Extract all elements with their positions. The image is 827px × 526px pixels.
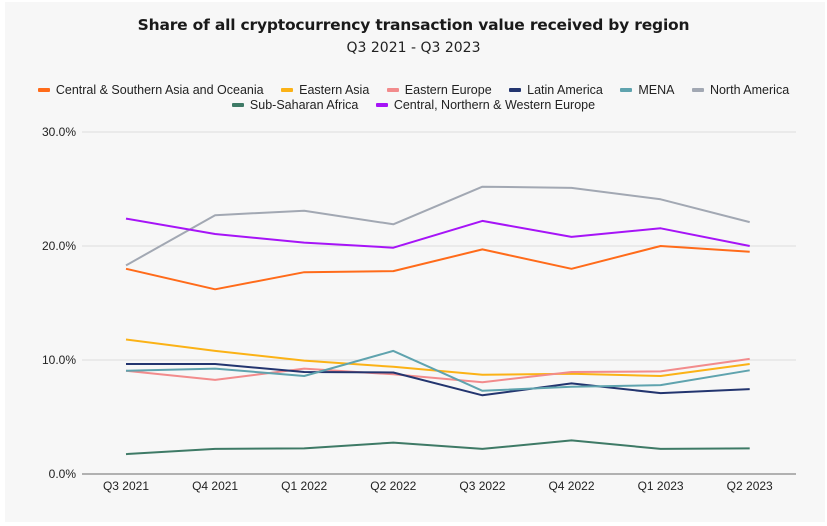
legend-item-mena[interactable]: MENA	[620, 83, 674, 97]
series-line-north-america[interactable]	[125, 185, 750, 267]
x-tick-label: Q4 2021	[192, 479, 238, 493]
legend-row-1: Central & Southern Asia and Oceania East…	[0, 83, 827, 97]
legend-swatch	[281, 87, 294, 92]
legend-swatch	[620, 87, 633, 92]
legend-swatch	[509, 87, 522, 92]
legend-item-eastern-europe[interactable]: Eastern Europe	[386, 83, 492, 97]
legend-label: Latin America	[527, 83, 603, 97]
legend-item-central-southern-asia-oceania[interactable]: Central & Southern Asia and Oceania	[37, 83, 264, 97]
legend-label: MENA	[638, 83, 675, 97]
legend-item-latin-america[interactable]: Latin America	[509, 83, 603, 97]
x-axis-ticks: Q3 2021 Q4 2021 Q1 2022 Q2 2022 Q3 2022 Q4 20…	[103, 479, 773, 493]
series-lines	[125, 185, 750, 456]
y-tick-label: 30.0%	[42, 125, 76, 139]
legend-item-north-america[interactable]: North America	[691, 83, 790, 97]
chart-subtitle: Q3 2021 - Q3 2023	[346, 40, 481, 56]
legend-label: Central, Northern & Western Europe	[393, 98, 596, 112]
legend-swatch	[231, 102, 244, 107]
legend-label: Eastern Asia	[299, 83, 370, 97]
x-tick-label: Q2 2022	[370, 479, 416, 493]
x-tick-label: Q3 2022	[459, 479, 505, 493]
x-tick-label: Q1 2023	[638, 479, 684, 493]
x-tick-label: Q3 2021	[103, 479, 149, 493]
x-tick-label: Q4 2022	[548, 479, 594, 493]
legend-swatch	[691, 87, 704, 92]
x-tick-label: Q1 2022	[281, 479, 327, 493]
legend-item-central-northern-western-europe[interactable]: Central, Northern & Western Europe	[375, 98, 596, 112]
chart-panel	[5, 2, 825, 522]
series-line-central-southern-asia-and-oceania[interactable]	[125, 245, 750, 291]
series-line-latin-america[interactable]	[126, 363, 750, 397]
legend-swatch	[375, 102, 388, 107]
x-tick-label: Q2 2023	[727, 479, 773, 493]
series-line-mena[interactable]	[125, 349, 750, 392]
y-tick-label: 0.0%	[49, 467, 77, 481]
legend-label: Eastern Europe	[404, 83, 492, 97]
series-line-sub-saharan-africa[interactable]	[125, 439, 750, 456]
legend-item-eastern-asia[interactable]: Eastern Asia	[281, 83, 369, 97]
legend-label: Central & Southern Asia and Oceania	[55, 83, 264, 97]
legend-item-sub-saharan-africa[interactable]: Sub-Saharan Africa	[231, 98, 359, 112]
legend-label: North America	[709, 83, 790, 97]
series-line-eastern-europe[interactable]	[125, 357, 750, 384]
gridlines	[82, 131, 796, 475]
y-axis-ticks: 0.0% 10.0% 20.0% 30.0%	[42, 125, 76, 481]
legend-swatch	[37, 87, 50, 92]
legend-label: Sub-Saharan Africa	[249, 98, 359, 112]
series-line-central-northern-western-europe[interactable]	[125, 217, 750, 249]
y-tick-label: 10.0%	[42, 353, 76, 367]
legend-row-2: Sub-Saharan Africa Central, Northern & W…	[0, 98, 827, 112]
legend-swatch	[386, 87, 399, 92]
y-tick-label: 20.0%	[42, 239, 76, 253]
chart-title: Share of all cryptocurrency transaction …	[137, 16, 690, 34]
